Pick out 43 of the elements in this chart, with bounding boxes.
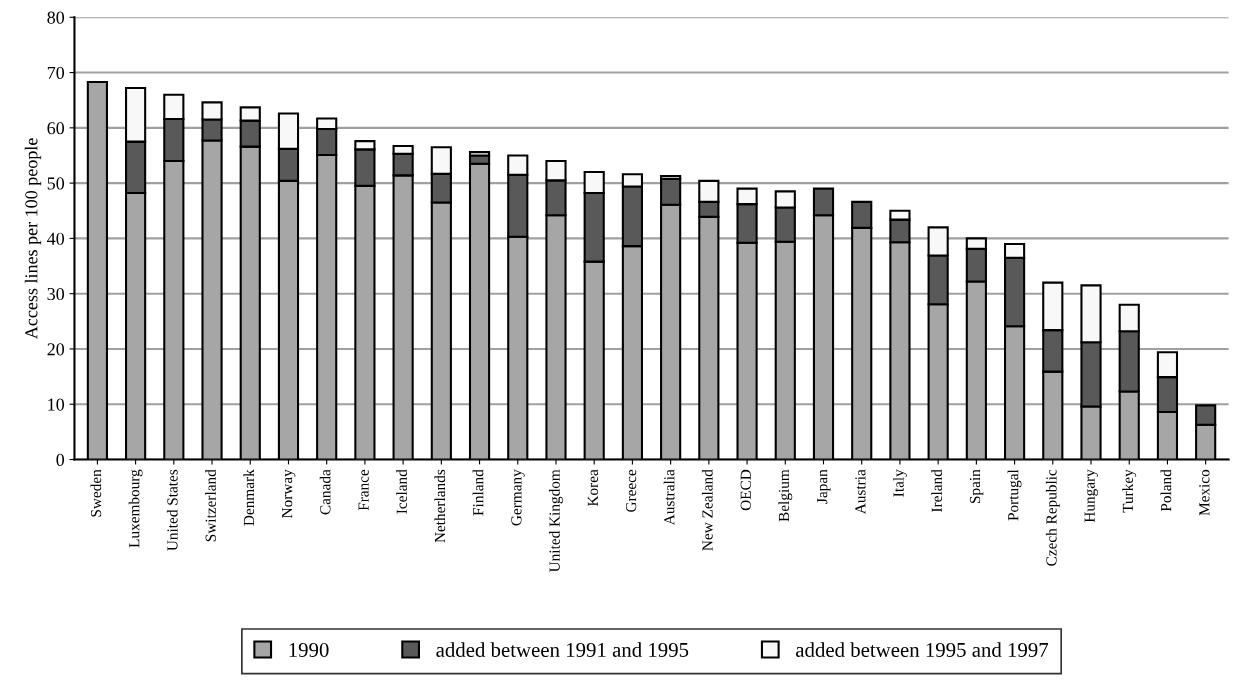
x-tick-label: United Kingdom (549, 469, 563, 573)
x-tick-label: Portugal (1007, 469, 1022, 521)
x-tick-label: Canada (319, 469, 331, 515)
y-tick-label: 0 (56, 453, 65, 466)
x-tick-label: Sweden (90, 469, 102, 517)
x-tick-label: Turkey (1122, 469, 1137, 513)
x-tick-label: Netherlands (434, 469, 446, 543)
x-tick-label: Australia (663, 469, 675, 526)
x-tick-label: Spain (969, 469, 984, 504)
y-tick-label: 30 (47, 287, 65, 301)
y-tick-label: 10 (48, 398, 65, 411)
x-tick-label: Poland (1160, 469, 1172, 512)
x-tick-label: Germany (511, 469, 525, 526)
x-tick-label: Denmark (243, 469, 255, 526)
x-tick-label: Luxembourg (128, 469, 143, 548)
legend-label: added between 1991 and 1995 (436, 642, 689, 657)
y-tick-label: 50 (47, 177, 65, 190)
x-tick-label: Hungary (1084, 469, 1098, 523)
x-tick-label: Austria (855, 469, 866, 515)
x-tick-label: Finland (472, 469, 484, 516)
legend-label: added between 1995 and 1997 (796, 642, 1049, 657)
y-tick-label: 80 (47, 11, 65, 24)
y-axis-title: Access lines per 100 people (24, 138, 42, 339)
y-tick-label: 70 (47, 66, 65, 79)
x-tick-label: Mexico (1199, 469, 1210, 516)
legend-label: 1990 (289, 642, 329, 657)
x-tick-label: Japan (817, 469, 831, 504)
x-tick-label: Switzerland (205, 469, 216, 542)
x-tick-label: Iceland (396, 469, 407, 514)
y-tick-label: 60 (47, 122, 65, 135)
x-tick-label: Italy (892, 469, 907, 497)
x-tick-label: Greece (625, 469, 637, 512)
x-tick-label: Belgium (778, 469, 793, 522)
x-tick-label: New Zealand (701, 469, 713, 551)
x-tick-label: France (358, 469, 369, 511)
x-tick-label: Norway (282, 469, 296, 519)
x-tick-label: Ireland (931, 469, 942, 512)
y-tick-label: 20 (47, 343, 65, 356)
x-tick-label: OECD (740, 469, 751, 511)
x-tick-label: Czech Republic (1045, 469, 1060, 566)
y-tick-label: 40 (47, 232, 65, 245)
x-tick-label: Korea (587, 469, 599, 507)
x-tick-label: United States (166, 469, 178, 551)
